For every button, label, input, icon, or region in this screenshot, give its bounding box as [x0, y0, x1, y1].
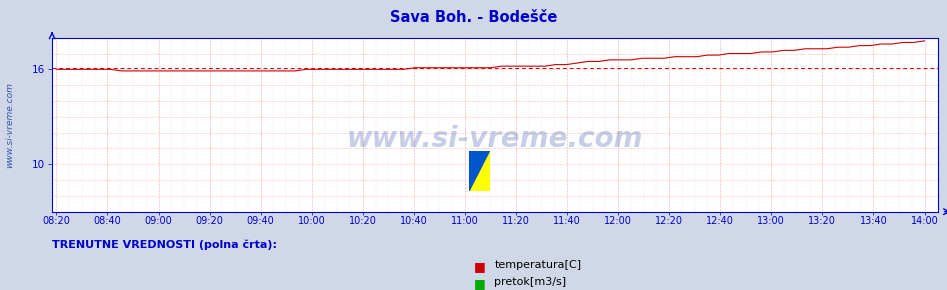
- Text: TRENUTNE VREDNOSTI (polna črta):: TRENUTNE VREDNOSTI (polna črta):: [52, 239, 277, 250]
- Polygon shape: [469, 151, 490, 191]
- Text: ■: ■: [474, 260, 485, 273]
- Text: temperatura[C]: temperatura[C]: [494, 260, 581, 269]
- Text: ■: ■: [474, 277, 485, 290]
- Text: www.si-vreme.com: www.si-vreme.com: [347, 125, 643, 153]
- Polygon shape: [469, 151, 490, 191]
- Text: Sava Boh. - Bodešče: Sava Boh. - Bodešče: [390, 10, 557, 25]
- Text: pretok[m3/s]: pretok[m3/s]: [494, 277, 566, 287]
- Text: www.si-vreme.com: www.si-vreme.com: [5, 82, 14, 168]
